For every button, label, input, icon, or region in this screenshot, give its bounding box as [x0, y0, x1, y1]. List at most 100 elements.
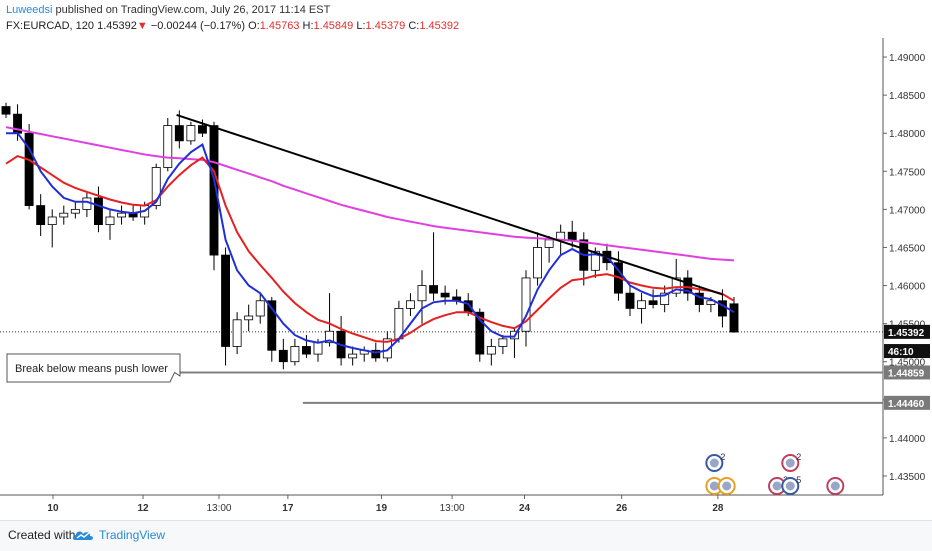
price-marker-label: 1.45392: [888, 328, 925, 339]
price-marker-label: 1.44460: [888, 399, 925, 410]
candle-body: [221, 254, 230, 347]
candle-body: [24, 132, 34, 206]
candle: [648, 289, 658, 309]
candle: [290, 338, 300, 366]
candle-body: [59, 212, 69, 218]
open-label: O:: [248, 20, 260, 32]
event-flag-dot: [785, 481, 795, 491]
candle-body: [1, 106, 11, 115]
trendline: [176, 113, 724, 296]
candle-body: [325, 330, 334, 344]
candle: [117, 205, 126, 225]
y-tick-label: 1.47000: [889, 205, 926, 216]
candle-body: [174, 125, 184, 142]
candle-body: [590, 250, 600, 271]
candle: [405, 293, 415, 317]
candle: [533, 232, 542, 286]
event-flag-icon[interactable]: [717, 477, 736, 495]
price-marker: 1.45392: [884, 324, 930, 339]
candle: [232, 312, 242, 355]
price-marker-bg: [884, 344, 930, 359]
close-value: 1.45392: [419, 20, 460, 32]
price-change: −0.00244 (−0.17%): [150, 20, 245, 32]
candle: [671, 258, 681, 297]
candle-body: [486, 346, 496, 355]
event-flag-dot: [709, 458, 719, 468]
candle: [47, 209, 57, 248]
candle-body: [117, 212, 126, 218]
candle-body: [440, 292, 450, 298]
open-value: 1.45763: [259, 20, 300, 32]
y-tick-label: 1.43500: [889, 472, 926, 483]
candle-body: [729, 303, 739, 333]
candle: [221, 247, 230, 366]
candle: [348, 346, 358, 366]
candle-body: [498, 338, 508, 347]
candle-body: [382, 338, 392, 359]
candle-body: [475, 311, 485, 355]
tradingview-cloud-icon: [72, 531, 93, 540]
price-marker-label: 46:10: [888, 347, 914, 358]
ema-slow-line: [5, 154, 735, 343]
candle: [301, 335, 311, 358]
high-label: H:: [302, 20, 314, 32]
created-with-text: Created with: [8, 528, 76, 542]
candle-body: [544, 239, 554, 248]
candle-body: [660, 292, 670, 305]
y-tick-label: 1.44000: [889, 434, 926, 445]
price-marker-bg: [884, 395, 930, 410]
candle-body: [105, 216, 115, 226]
event-flag-icon[interactable]: 2: [781, 452, 801, 472]
x-tick-label: 19: [376, 503, 388, 514]
candle-body: [70, 208, 80, 214]
event-flag-icon[interactable]: 2: [705, 452, 725, 472]
price-marker-bg: [884, 365, 930, 380]
plot-area: [0, 38, 883, 495]
candle: [729, 296, 739, 333]
candle-body: [648, 300, 658, 305]
y-tick-label: 1.45000: [889, 358, 926, 369]
candle: [382, 331, 392, 362]
event-flag-icon[interactable]: [826, 477, 845, 495]
candle: [209, 121, 219, 271]
footer-bar: Created with TradingView: [0, 520, 932, 551]
candle-body: [371, 349, 381, 359]
x-tick-label: 24: [519, 503, 531, 514]
candle: [637, 293, 646, 324]
candle: [683, 270, 693, 301]
price-marker-bg: [884, 324, 930, 339]
x-tick-label: 26: [616, 503, 628, 514]
candle-body: [290, 346, 300, 363]
candle-body: [209, 125, 219, 256]
candle: [498, 335, 508, 355]
ma-long-line: [5, 126, 735, 262]
candle-body: [429, 285, 438, 294]
x-tick-label: 12: [137, 503, 149, 514]
low-label: L:: [356, 20, 366, 32]
candle-body: [313, 342, 323, 355]
event-count: 2: [720, 452, 725, 462]
candle: [255, 293, 265, 324]
candle: [417, 270, 427, 324]
candle-body: [533, 247, 542, 279]
annotation-callout: Break below means push lower: [6, 353, 181, 383]
candle-body: [232, 319, 242, 347]
symbol-name[interactable]: FX:EURCAD, 120: [6, 20, 95, 32]
event-flag-dot: [830, 481, 840, 491]
price-chart[interactable]: 1.49000 1.48500 1.48000 1.47500 1.47000 1.465…: [0, 38, 932, 520]
tradingview-logo-link[interactable]: TradingView: [72, 528, 165, 542]
tradingview-brand-text: TradingView: [99, 528, 166, 542]
candle-body: [244, 315, 254, 321]
y-tick-label: 1.48500: [889, 91, 926, 102]
annotation-box: [6, 353, 181, 383]
price-marker: 46:10: [884, 344, 930, 359]
candle-body: [405, 300, 415, 309]
author-link[interactable]: Luweedsi: [6, 4, 53, 16]
candle: [59, 205, 69, 225]
event-flag-icon[interactable]: 5: [781, 475, 801, 495]
candle-body: [301, 346, 311, 355]
y-tick-label: 1.49000: [889, 53, 926, 64]
y-tick-label: 1.47500: [889, 167, 926, 178]
x-tick-label: 13:00: [440, 503, 465, 514]
candle-body: [567, 231, 577, 241]
